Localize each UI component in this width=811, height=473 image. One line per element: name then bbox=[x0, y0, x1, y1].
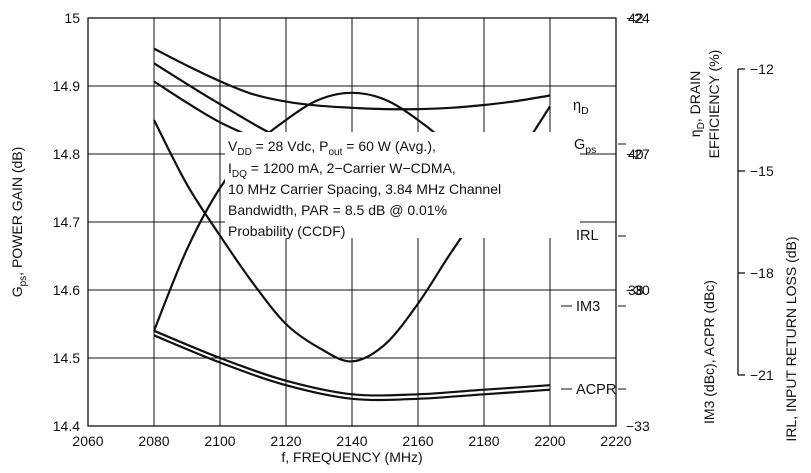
condition-note-background bbox=[225, 132, 580, 238]
x-tick-label: 2100 bbox=[204, 433, 235, 449]
x-tick-labels: 2060 2080 2100 2120 2140 2160 2180 2200 2220 bbox=[72, 433, 631, 449]
label-im3: IM3 bbox=[576, 299, 600, 315]
x-tick-label: 2060 bbox=[72, 433, 103, 449]
series-line-acpr bbox=[153, 329, 551, 397]
condition-line-2: IDQ = 1200 mA, 2−Carrier W−CDMA, bbox=[228, 160, 456, 180]
y-right-bottom-tick-label: −27 bbox=[626, 146, 650, 162]
y-right-bottom-tick-label: −30 bbox=[626, 282, 650, 298]
irl-tick-label: −21 bbox=[750, 367, 774, 383]
y-right-top-tick-label: 40 bbox=[628, 146, 644, 162]
x-tick-label: 2200 bbox=[534, 433, 565, 449]
y-right-bottom-tick-label: −33 bbox=[626, 418, 650, 434]
condition-line-3: 10 MHz Carrier Spacing, 3.84 MHz Channel bbox=[228, 181, 501, 197]
label-acpr: ACPR bbox=[576, 382, 616, 398]
x-tick-label: 2080 bbox=[138, 433, 169, 449]
y-right-top-tick-label: 38 bbox=[628, 282, 644, 298]
x-tick-label: 2120 bbox=[270, 433, 301, 449]
irl-axis-title: IRL, INPUT RETURN LOSS (dB) bbox=[783, 236, 799, 441]
y-left-tick-label: 14.7 bbox=[53, 214, 80, 230]
irl-tick-label: −18 bbox=[750, 265, 774, 281]
x-tick-label: 2180 bbox=[468, 433, 499, 449]
label-eta-d: ηD bbox=[573, 98, 589, 117]
condition-note: VDD = 28 Vdc, Pout = 60 W (Avg.), IDQ = … bbox=[225, 132, 580, 239]
y-right-top-title-line2: EFFICIENCY (%) bbox=[706, 50, 722, 159]
x-tick-label: 2220 bbox=[600, 433, 631, 449]
y-left-tick-label: 14.6 bbox=[53, 282, 80, 298]
y-right-bottom-tick-label: −24 bbox=[626, 10, 650, 26]
irl-tick-label: −12 bbox=[750, 61, 774, 77]
y-left-tick-labels: 14.4 14.5 14.6 14.7 14.8 14.9 15 bbox=[53, 10, 80, 434]
irl-axis: −21 −18 −15 −12 bbox=[737, 61, 774, 383]
y-left-axis-title: Gps, POWER GAIN (dB) bbox=[9, 147, 29, 298]
y-left-tick-label: 14.8 bbox=[53, 146, 80, 162]
y-right-bottom-title: IM3 (dBc), ACPR (dBc) bbox=[701, 280, 717, 424]
y-left-tick-label: 14.9 bbox=[53, 78, 80, 94]
y-left-tick-label: 14.5 bbox=[53, 350, 80, 366]
series-line-g bbox=[153, 47, 551, 111]
label-irl: IRL bbox=[576, 228, 599, 244]
x-axis-title: f, FREQUENCY (MHz) bbox=[281, 449, 422, 465]
y-left-tick-label: 14.4 bbox=[53, 418, 80, 434]
condition-line-1: VDD = 28 Vdc, Pout = 60 W (Avg.), bbox=[228, 138, 436, 158]
y-left-tick-label: 15 bbox=[64, 10, 80, 26]
plot-frame bbox=[87, 17, 617, 427]
x-tick-label: 2140 bbox=[336, 433, 367, 449]
y-right-top-title-line1: ηD, DRAIN bbox=[687, 71, 707, 137]
irl-tick-label: −15 bbox=[750, 163, 774, 179]
label-gps: Gps bbox=[574, 137, 596, 156]
series-line-acpr-b bbox=[153, 334, 551, 402]
y-right-top-tick-label: 42 bbox=[628, 10, 644, 26]
y-right-tick-labels: 38 40 42 −33 −30 −27 −24 bbox=[626, 10, 650, 434]
condition-line-5: Probability (CCDF) bbox=[228, 223, 345, 239]
condition-line-4: Bandwidth, PAR = 8.5 dB @ 0.01% bbox=[228, 202, 447, 218]
x-tick-label: 2160 bbox=[402, 433, 433, 449]
